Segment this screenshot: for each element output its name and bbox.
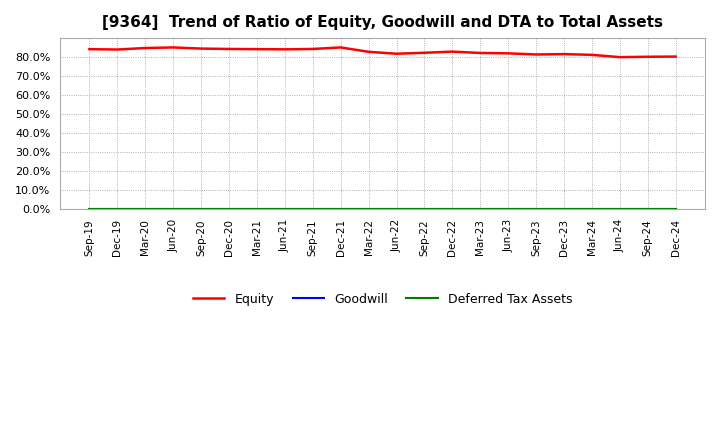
Line: Equity: Equity: [89, 48, 675, 57]
Deferred Tax Assets: [169, 207, 178, 212]
Deferred Tax Assets: [616, 207, 624, 212]
Equity: [532, 52, 541, 57]
Equity: [504, 51, 513, 56]
Goodwill: [671, 207, 680, 212]
Equity: [476, 50, 485, 55]
Deferred Tax Assets: [113, 207, 122, 212]
Equity: [420, 50, 428, 55]
Equity: [85, 47, 94, 52]
Deferred Tax Assets: [588, 207, 596, 212]
Equity: [308, 46, 317, 51]
Deferred Tax Assets: [225, 207, 233, 212]
Deferred Tax Assets: [197, 207, 205, 212]
Equity: [644, 54, 652, 59]
Goodwill: [476, 207, 485, 212]
Goodwill: [392, 207, 401, 212]
Goodwill: [420, 207, 428, 212]
Goodwill: [169, 207, 178, 212]
Deferred Tax Assets: [141, 207, 150, 212]
Goodwill: [225, 207, 233, 212]
Goodwill: [364, 207, 373, 212]
Legend: Equity, Goodwill, Deferred Tax Assets: Equity, Goodwill, Deferred Tax Assets: [188, 288, 577, 311]
Equity: [392, 51, 401, 56]
Equity: [141, 45, 150, 51]
Goodwill: [85, 207, 94, 212]
Goodwill: [588, 207, 596, 212]
Deferred Tax Assets: [85, 207, 94, 212]
Equity: [671, 54, 680, 59]
Equity: [559, 51, 568, 57]
Goodwill: [141, 207, 150, 212]
Goodwill: [616, 207, 624, 212]
Goodwill: [644, 207, 652, 212]
Deferred Tax Assets: [281, 207, 289, 212]
Goodwill: [532, 207, 541, 212]
Deferred Tax Assets: [559, 207, 568, 212]
Deferred Tax Assets: [448, 207, 456, 212]
Equity: [616, 55, 624, 60]
Goodwill: [308, 207, 317, 212]
Equity: [113, 47, 122, 52]
Deferred Tax Assets: [671, 207, 680, 212]
Goodwill: [253, 207, 261, 212]
Deferred Tax Assets: [476, 207, 485, 212]
Equity: [336, 45, 345, 50]
Equity: [169, 45, 178, 50]
Deferred Tax Assets: [308, 207, 317, 212]
Equity: [448, 49, 456, 54]
Deferred Tax Assets: [364, 207, 373, 212]
Goodwill: [336, 207, 345, 212]
Title: [9364]  Trend of Ratio of Equity, Goodwill and DTA to Total Assets: [9364] Trend of Ratio of Equity, Goodwil…: [102, 15, 663, 30]
Equity: [253, 47, 261, 52]
Deferred Tax Assets: [532, 207, 541, 212]
Goodwill: [113, 207, 122, 212]
Goodwill: [281, 207, 289, 212]
Equity: [197, 46, 205, 51]
Deferred Tax Assets: [392, 207, 401, 212]
Goodwill: [448, 207, 456, 212]
Goodwill: [197, 207, 205, 212]
Deferred Tax Assets: [504, 207, 513, 212]
Deferred Tax Assets: [253, 207, 261, 212]
Deferred Tax Assets: [336, 207, 345, 212]
Equity: [588, 52, 596, 58]
Deferred Tax Assets: [644, 207, 652, 212]
Deferred Tax Assets: [420, 207, 428, 212]
Goodwill: [504, 207, 513, 212]
Equity: [281, 47, 289, 52]
Equity: [225, 46, 233, 51]
Goodwill: [559, 207, 568, 212]
Equity: [364, 49, 373, 55]
